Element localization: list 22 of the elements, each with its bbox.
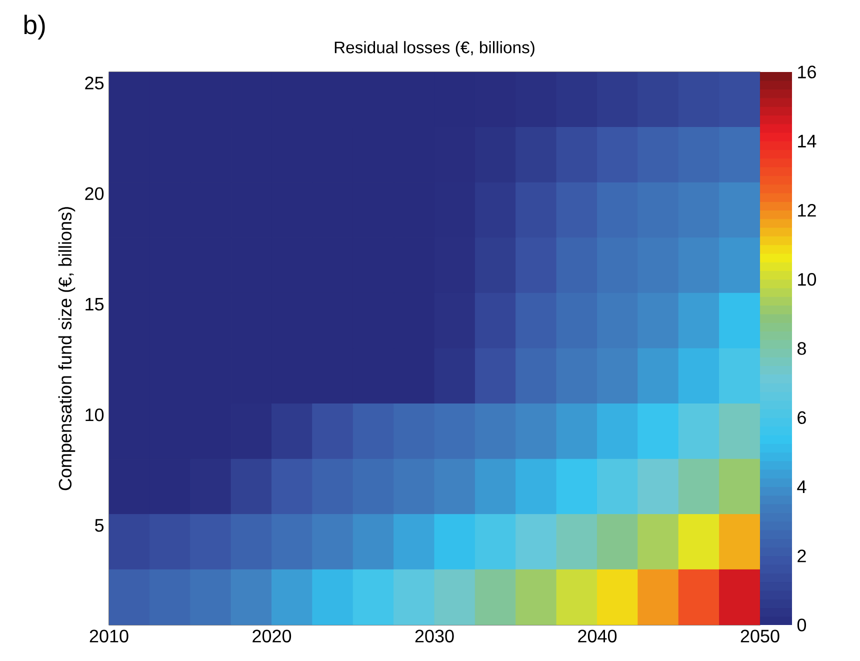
text: b) xyxy=(24,14,45,40)
x-tick-label: 2030 xyxy=(415,630,454,642)
color-bar-label: 14 xyxy=(798,134,816,148)
color-bar-label: 10 xyxy=(798,273,816,286)
color-bar-label: 4 xyxy=(797,480,806,493)
chart-title: Residual losses (€, billions) xyxy=(334,41,534,57)
x-tick-label: 2020 xyxy=(252,630,292,642)
color-bar-label: 6 xyxy=(798,411,806,424)
x-tick-label: 2050 xyxy=(740,630,780,642)
y-axis-title: Compensation fund size (€, billions) xyxy=(58,207,76,490)
color-bar-label: 12 xyxy=(798,204,816,217)
color-bar-label: 8 xyxy=(797,342,806,355)
x-tick-label: 2040 xyxy=(578,630,617,642)
y-tick-label: 15 xyxy=(86,298,104,311)
x-tick-label: 2010 xyxy=(90,630,128,642)
color-bar-label: 0 xyxy=(797,618,806,632)
y-tick-label: 25 xyxy=(85,76,104,90)
y-tick-label: 20 xyxy=(85,187,104,200)
color-bar-label: 2 xyxy=(798,550,806,562)
color-bar-label: 16 xyxy=(798,66,816,78)
y-tick-label: 5 xyxy=(94,519,104,532)
y-tick-label: 10 xyxy=(86,408,104,422)
